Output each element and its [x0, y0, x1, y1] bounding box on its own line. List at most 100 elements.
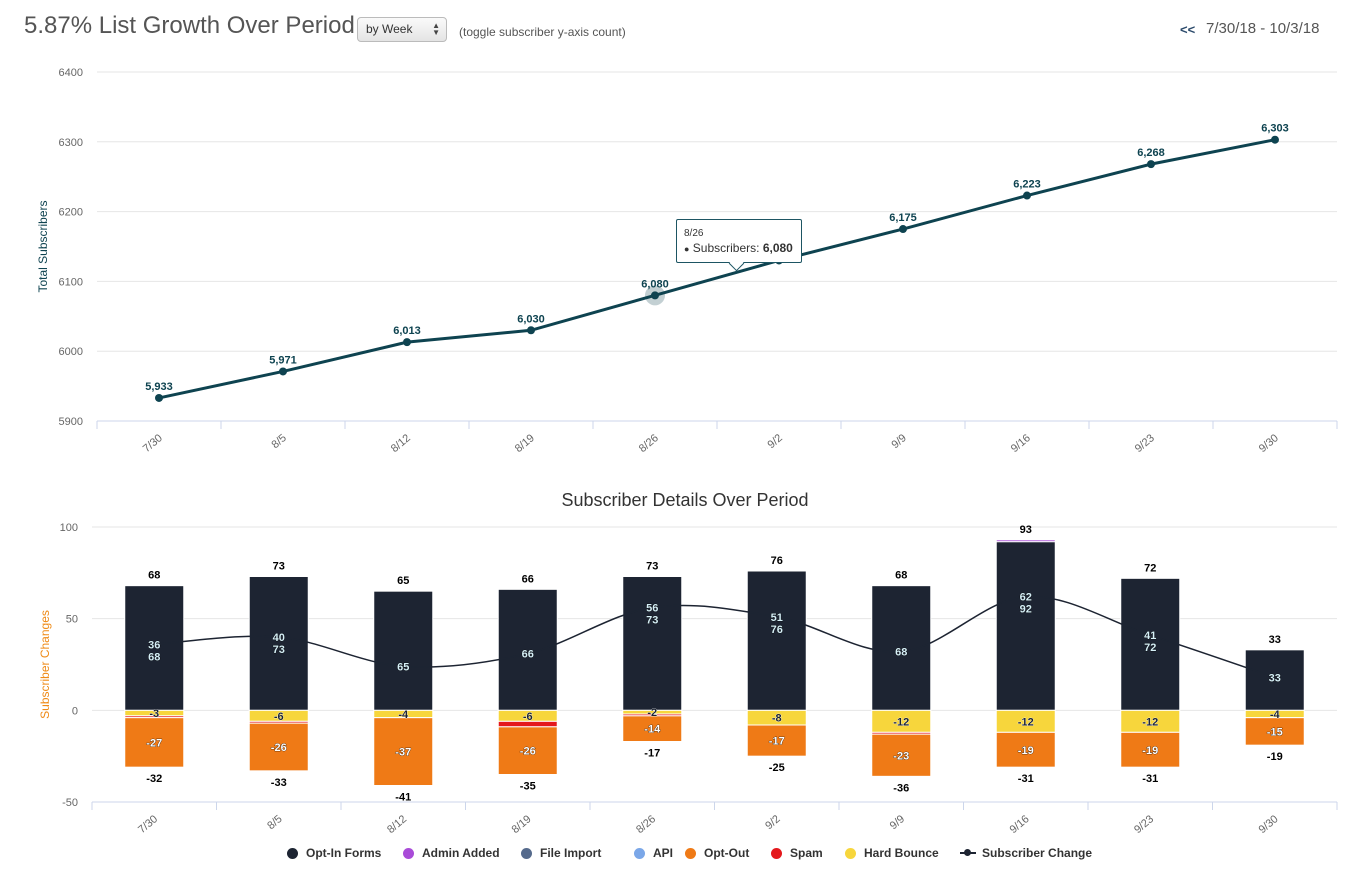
line-point — [1023, 191, 1031, 200]
x-tick-label: 9/9 — [888, 813, 907, 832]
positive-total-label: 33 — [1269, 634, 1281, 646]
opt-in-label: 92 — [1020, 604, 1032, 616]
line-data-label: 6,268 — [1137, 147, 1165, 159]
x-tick-label: 8/19 — [510, 813, 534, 836]
opt-out-label: -19 — [1018, 745, 1034, 757]
line-point — [155, 393, 163, 402]
x-tick-label: 8/5 — [265, 813, 284, 832]
hard-bounce-label: -12 — [893, 716, 909, 728]
legend-label: Admin Added — [422, 846, 500, 860]
opt-in-label: 33 — [1269, 672, 1281, 684]
y-tick-label: 50 — [66, 614, 78, 626]
opt-in-label: 66 — [522, 649, 534, 661]
opt-in-bar — [1120, 577, 1181, 711]
legend-marker-icon — [634, 847, 645, 859]
hard-bounce-label: -3 — [149, 708, 159, 720]
x-tick-label: 9/2 — [763, 813, 782, 832]
opt-out-bar — [248, 722, 309, 772]
bar-chart-title: Subscriber Details Over Period — [561, 490, 808, 510]
opt-in-label: 68 — [148, 651, 160, 663]
legend-item-hard-bounce[interactable]: Hard Bounce — [845, 846, 939, 860]
tooltip-date: 8/26 — [684, 228, 704, 239]
positive-total-label: 68 — [895, 570, 907, 582]
opt-out-bar — [1120, 731, 1181, 768]
subscriber-change-label: 56 — [646, 603, 658, 615]
opt-in-bar — [871, 585, 932, 711]
legend-item-file-import[interactable]: File Import — [521, 846, 601, 860]
negative-total-label: -17 — [644, 748, 660, 760]
opt-in-bar — [497, 588, 558, 711]
opt-out-label: -26 — [520, 746, 536, 758]
toggle-y-axis-link[interactable]: (toggle subscriber y-axis count) — [459, 25, 626, 39]
x-tick-label: 9/30 — [1257, 432, 1281, 455]
legend-label: Opt-Out — [704, 846, 750, 860]
y-tick-label: -50 — [62, 797, 78, 809]
opt-in-bar — [995, 541, 1056, 711]
opt-out-label: -23 — [893, 750, 909, 762]
subscribers-line — [158, 138, 1276, 400]
subscriber-change-label: 51 — [771, 612, 783, 624]
opt-in-label: 72 — [1144, 642, 1156, 654]
admin-added-bar — [995, 539, 1056, 543]
opt-out-label: -14 — [644, 724, 661, 736]
line-data-label: 6,013 — [393, 325, 421, 337]
select-arrows-icon: ▲ ▼ — [432, 21, 440, 37]
x-tick-label: 9/2 — [765, 432, 784, 451]
period-select-value: by Week — [366, 22, 413, 36]
subscriber-change-label: 62 — [1020, 592, 1032, 604]
opt-in-label: 73 — [273, 644, 285, 656]
negative-total-label: -32 — [146, 773, 162, 785]
y-tick-label: 6000 — [59, 346, 83, 358]
negative-total-label: -31 — [1018, 773, 1034, 785]
subscriber-change-label: 36 — [148, 639, 160, 651]
line-point — [403, 338, 411, 347]
negative-total-label: -35 — [520, 781, 536, 793]
line-data-label: 6,175 — [889, 212, 917, 224]
header: 5.87% List Growth Over Period by Week ▲ ▼… — [0, 0, 1363, 60]
line-point — [279, 367, 287, 376]
line-data-label: 6,030 — [517, 313, 545, 325]
opt-out-bar — [746, 724, 807, 757]
line-data-label: 6,223 — [1013, 179, 1041, 191]
legend-item-subscriber-change[interactable]: Subscriber Change — [960, 846, 1092, 860]
opt-in-bar — [124, 585, 185, 711]
opt-out-label: -37 — [395, 747, 411, 759]
hard-bounce-label: -8 — [772, 713, 782, 725]
opt-out-label: -19 — [1142, 745, 1158, 757]
opt-in-bar — [1244, 649, 1305, 711]
legend-item-admin-added[interactable]: Admin Added — [403, 846, 500, 860]
line-data-label: 5,971 — [269, 354, 297, 366]
legend-label: File Import — [540, 846, 602, 860]
legend-label: Hard Bounce — [864, 846, 939, 860]
line-data-label: 6,303 — [1261, 123, 1289, 135]
opt-out-label: -27 — [146, 737, 162, 749]
period-select[interactable]: by Week ▲ ▼ — [357, 17, 447, 42]
tooltip-value: 6,080 — [762, 241, 793, 255]
legend-item-opt-in[interactable]: Opt-In Forms — [287, 846, 381, 860]
hard-bounce-label: -6 — [523, 711, 533, 723]
line-point — [1271, 135, 1279, 144]
legend-marker-icon — [960, 849, 976, 856]
x-tick-label: 8/12 — [385, 813, 409, 836]
legend-item-opt-out[interactable]: Opt-Out — [685, 846, 749, 860]
legend-marker-icon — [521, 847, 532, 859]
legend-label: API — [653, 846, 674, 860]
positive-total-label: 72 — [1144, 562, 1156, 574]
y-tick-label: 5900 — [59, 416, 83, 428]
opt-out-label: -26 — [271, 742, 287, 754]
previous-period-button[interactable]: << — [1180, 22, 1196, 37]
x-tick-label: 9/23 — [1132, 813, 1156, 836]
opt-in-label: 68 — [895, 647, 907, 659]
y-tick-label: 6200 — [59, 207, 83, 219]
opt-out-label: -15 — [1267, 726, 1283, 738]
x-tick-label: 9/9 — [889, 432, 908, 451]
legend-item-api[interactable]: API — [634, 846, 673, 860]
legend-item-spam[interactable]: Spam — [771, 846, 823, 860]
opt-out-bar — [1244, 717, 1305, 746]
positive-total-label: 76 — [771, 555, 783, 567]
y-tick-label: 6100 — [59, 276, 83, 288]
hard-bounce-label: -4 — [1270, 709, 1281, 721]
subscriber-change-label: 41 — [1144, 630, 1156, 642]
positive-total-label: 65 — [397, 575, 409, 587]
